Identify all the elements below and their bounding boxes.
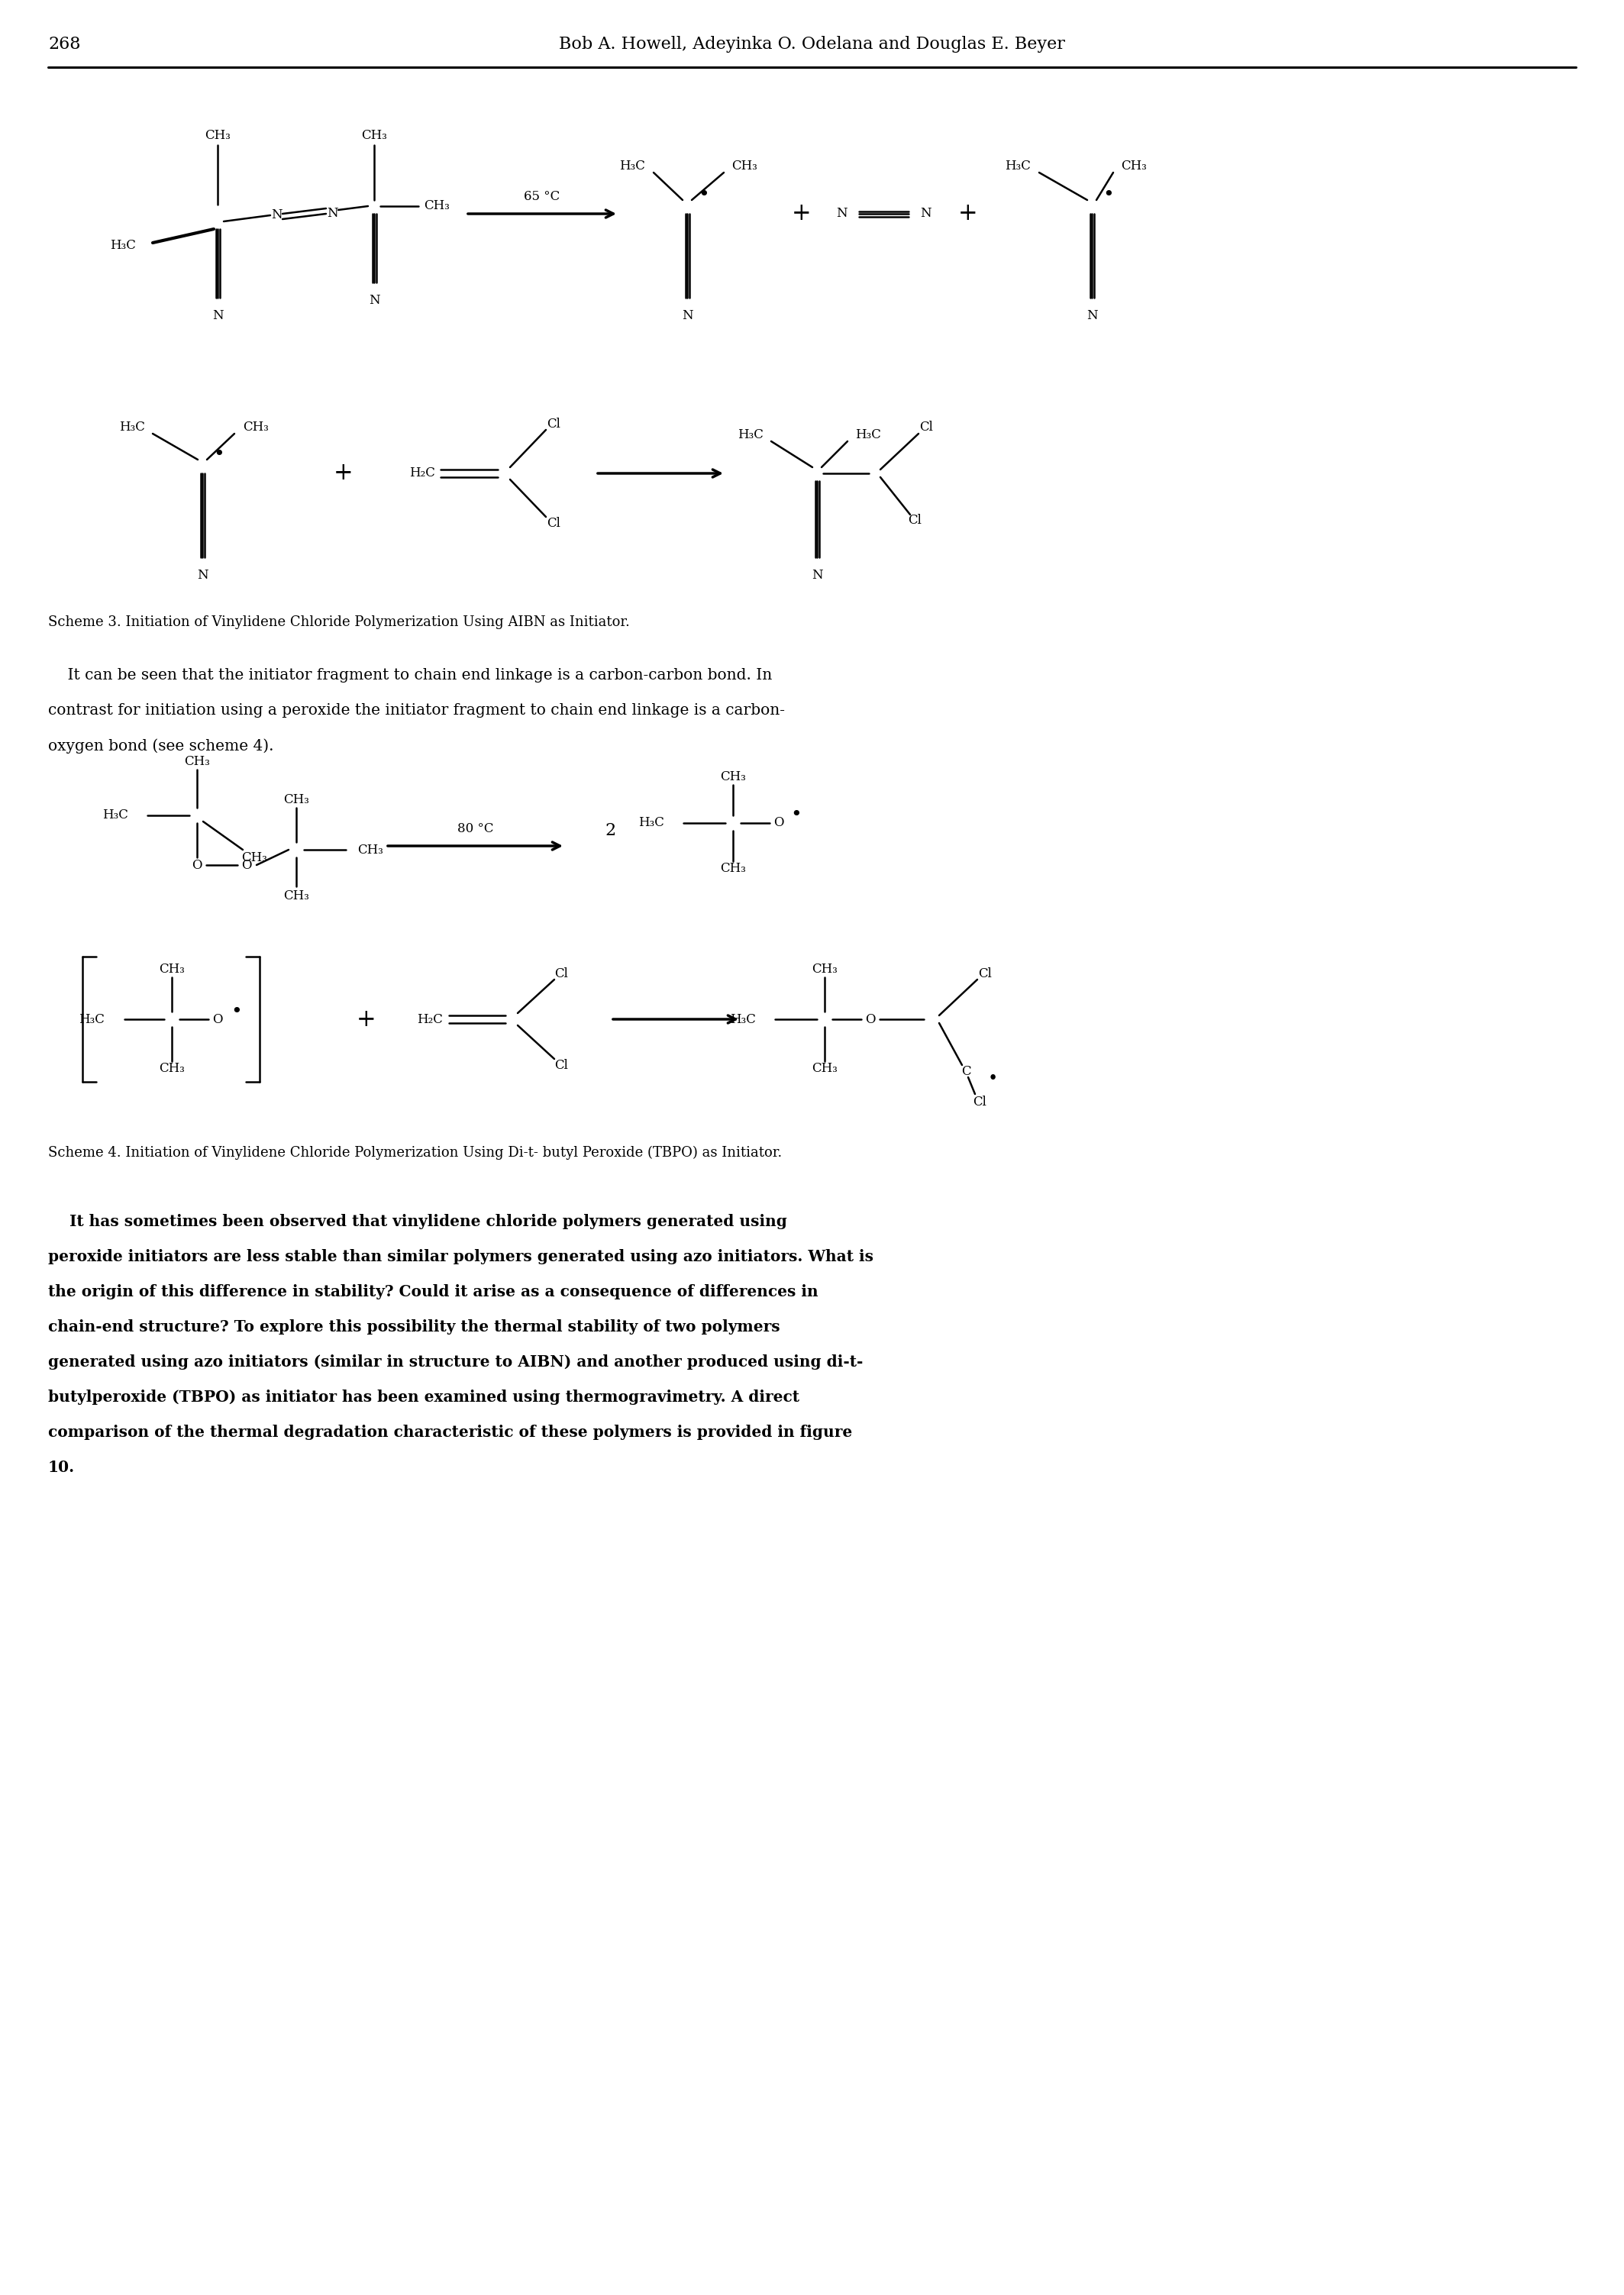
Text: Cl: Cl [547,516,560,530]
Text: H₃C: H₃C [638,817,664,828]
Text: chain-end structure? To explore this possibility the thermal stability of two po: chain-end structure? To explore this pos… [49,1320,780,1336]
Text: CH₃: CH₃ [1121,161,1147,172]
Text: N: N [213,310,222,321]
Text: Cl: Cl [554,966,568,980]
Text: N: N [1086,310,1098,321]
Text: •: • [987,1069,997,1088]
Text: CH₃: CH₃ [812,1063,838,1076]
Text: H₃C: H₃C [102,808,128,822]
Text: contrast for initiation using a peroxide the initiator fragment to chain end lin: contrast for initiation using a peroxide… [49,705,784,718]
Text: H₃C: H₃C [731,1012,755,1026]
Text: N: N [836,207,848,220]
Text: 268: 268 [49,37,81,53]
Text: H₃C: H₃C [856,429,880,441]
Text: 10.: 10. [49,1460,75,1476]
Text: N: N [326,207,338,220]
Text: +: + [335,461,354,484]
Text: N: N [197,569,208,581]
Text: N: N [812,569,822,581]
Text: Cl: Cl [978,966,992,980]
Text: H₃C: H₃C [119,420,145,434]
Text: CH₃: CH₃ [719,863,745,874]
Text: Cl: Cl [547,418,560,429]
Text: oxygen bond (see scheme 4).: oxygen bond (see scheme 4). [49,739,274,753]
Text: CH₃: CH₃ [357,842,383,856]
Text: butylperoxide (TBPO) as initiator has been examined using thermogravimetry. A di: butylperoxide (TBPO) as initiator has be… [49,1388,799,1405]
Text: O: O [866,1012,875,1026]
Text: H₃C: H₃C [737,429,763,441]
Text: Scheme 4. Initiation of Vinylidene Chloride Polymerization Using Di-t- butyl Per: Scheme 4. Initiation of Vinylidene Chlor… [49,1145,783,1159]
Text: N: N [369,294,380,308]
Text: O: O [773,817,784,828]
Text: O: O [213,1012,222,1026]
Text: Cl: Cl [973,1095,986,1108]
Text: CH₃: CH₃ [242,851,268,863]
Text: H₃C: H₃C [110,239,136,252]
Text: CH₃: CH₃ [205,129,231,142]
Text: peroxide initiators are less stable than similar polymers generated using azo in: peroxide initiators are less stable than… [49,1248,874,1265]
Text: •: • [698,186,710,204]
Text: N: N [682,310,693,321]
Text: +: + [958,202,978,225]
Text: H₃C: H₃C [1005,161,1031,172]
Text: CH₃: CH₃ [159,964,185,975]
Text: CH₃: CH₃ [184,755,209,769]
Text: generated using azo initiators (similar in structure to AIBN) and another produc: generated using azo initiators (similar … [49,1354,862,1370]
Text: CH₃: CH₃ [283,888,309,902]
Text: +: + [357,1008,377,1030]
Text: It can be seen that the initiator fragment to chain end linkage is a carbon-carb: It can be seen that the initiator fragme… [49,668,771,684]
Text: 80 °C: 80 °C [456,822,494,835]
Text: •: • [1103,186,1114,204]
Text: CH₃: CH₃ [361,129,387,142]
Text: •: • [791,806,802,824]
Text: H₂C: H₂C [417,1012,443,1026]
Text: O: O [192,858,201,872]
Text: Scheme 3. Initiation of Vinylidene Chloride Polymerization Using AIBN as Initiat: Scheme 3. Initiation of Vinylidene Chlor… [49,615,630,629]
Text: the origin of this difference in stability? Could it arise as a consequence of d: the origin of this difference in stabili… [49,1285,818,1299]
Text: It has sometimes been observed that vinylidene chloride polymers generated using: It has sometimes been observed that viny… [49,1214,788,1230]
Text: C: C [961,1065,971,1079]
Text: •: • [213,445,224,464]
Text: Cl: Cl [908,514,921,528]
Text: O: O [242,858,252,872]
Text: CH₃: CH₃ [731,161,757,172]
Text: +: + [793,202,812,225]
Text: Cl: Cl [919,420,932,434]
Text: 65 °C: 65 °C [525,190,560,204]
Text: CH₃: CH₃ [812,964,838,975]
Text: CH₃: CH₃ [283,794,309,806]
Text: CH₃: CH₃ [244,420,268,434]
Text: H₃C: H₃C [78,1012,104,1026]
Text: H₂C: H₂C [409,466,435,480]
Text: Cl: Cl [554,1058,568,1072]
Text: comparison of the thermal degradation characteristic of these polymers is provid: comparison of the thermal degradation ch… [49,1425,853,1439]
Text: CH₃: CH₃ [719,771,745,783]
Text: CH₃: CH₃ [159,1063,185,1076]
Text: 2: 2 [606,822,615,840]
Text: CH₃: CH₃ [424,200,450,213]
Text: N: N [271,209,283,223]
Text: N: N [921,207,931,220]
Text: H₃C: H₃C [619,161,645,172]
Text: •: • [231,1003,242,1021]
Text: Bob A. Howell, Adeyinka O. Odelana and Douglas E. Beyer: Bob A. Howell, Adeyinka O. Odelana and D… [559,37,1065,53]
